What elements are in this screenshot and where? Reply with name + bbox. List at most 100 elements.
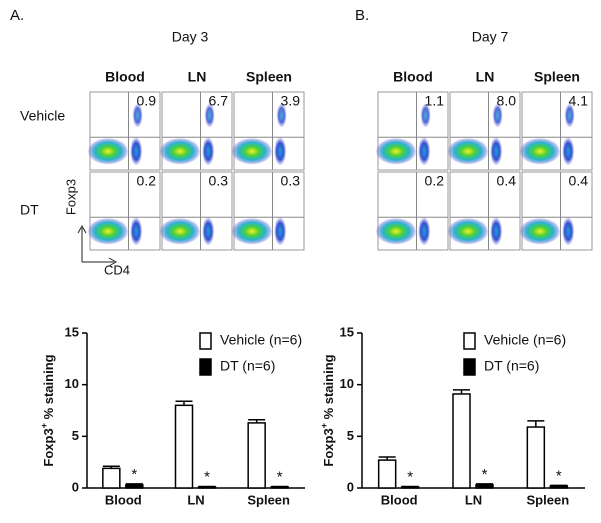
y-axis-label-part: % staining — [41, 354, 56, 423]
bar — [174, 404, 194, 489]
y-tick-label: 5 — [347, 428, 354, 443]
column-header: Spleen — [246, 69, 292, 85]
significance: * — [407, 468, 413, 485]
legend-swatch — [463, 358, 476, 376]
panel-title: Day 3 — [172, 29, 209, 45]
error-bar — [102, 465, 120, 469]
population-neg — [520, 218, 560, 245]
x-tick-label: Blood — [381, 492, 418, 507]
population-neg — [232, 138, 272, 165]
x-tick-label: LN — [187, 492, 204, 507]
panel-label: B. — [355, 7, 369, 24]
bar — [102, 467, 121, 489]
gate-percent: 4.1 — [569, 93, 589, 109]
significance: * — [204, 468, 210, 485]
error-bar — [378, 456, 396, 461]
legend-swatch — [199, 358, 212, 376]
population-cd4 — [202, 217, 215, 246]
y-axis-label-part: + — [39, 423, 49, 428]
y-tick-label: 0 — [72, 479, 79, 494]
y-axis-label-part: % staining — [321, 354, 336, 423]
population-neg — [448, 138, 488, 165]
gate-percent: 0.3 — [281, 173, 301, 189]
panel-title: Day 7 — [472, 29, 509, 45]
y-tick-label: 10 — [340, 376, 354, 391]
gate-percent: 6.7 — [209, 93, 229, 109]
legend-label: Vehicle (n=6) — [220, 332, 302, 348]
y-tick-label: 15 — [65, 324, 79, 339]
axis-label-y: Foxp3 — [63, 179, 78, 215]
population-neg — [520, 138, 560, 165]
x-tick-label: Spleen — [247, 492, 290, 507]
gate-percent: 1.1 — [425, 93, 445, 109]
flow-plot: 0.4 — [520, 171, 593, 251]
error-bar — [175, 400, 193, 406]
y-tick-label: 15 — [340, 324, 354, 339]
population-neg — [376, 138, 416, 165]
error-bar — [476, 483, 493, 485]
population-treg — [492, 103, 503, 128]
y-tick-label: 5 — [72, 428, 79, 443]
bar — [475, 484, 494, 489]
gate-percent: 0.3 — [209, 173, 229, 189]
panel-label: A. — [10, 7, 24, 24]
population-neg — [88, 138, 128, 165]
y-axis-label: Foxp3+ % staining — [39, 354, 56, 466]
population-neg — [448, 218, 488, 245]
population-cd4 — [202, 137, 215, 166]
gate-percent: 3.9 — [281, 93, 301, 109]
error-bar — [125, 483, 143, 485]
population-cd4 — [490, 137, 503, 166]
population-cd4 — [562, 137, 575, 166]
gate-percent: 0.2 — [137, 173, 157, 189]
population-neg — [160, 138, 200, 165]
bar — [377, 459, 397, 489]
population-treg — [564, 103, 575, 128]
bar — [549, 485, 569, 489]
population-treg — [132, 103, 143, 128]
y-axis-label-part: + — [319, 423, 329, 428]
significance: * — [482, 466, 488, 483]
flow-plot: 0.9 — [88, 91, 161, 171]
population-neg — [160, 218, 200, 245]
population-treg — [204, 103, 215, 128]
column-header: Spleen — [534, 69, 580, 85]
axis-label-x: CD4 — [104, 262, 130, 277]
gate-percent: 0.4 — [569, 173, 589, 189]
gate-percent: 0.4 — [497, 173, 517, 189]
y-tick-label: 0 — [347, 479, 354, 494]
x-tick-label: LN — [465, 492, 482, 507]
flow-plot: 3.9 — [232, 91, 305, 171]
population-neg — [232, 218, 272, 245]
flow-plot: 0.4 — [448, 171, 521, 251]
bar — [247, 422, 266, 489]
error-bar — [550, 484, 568, 487]
y-axis-label-part: Foxp3 — [41, 428, 56, 466]
significance: * — [556, 467, 562, 484]
y-axis-label: Foxp3+ % staining — [319, 354, 336, 466]
row-label: DT — [20, 202, 39, 218]
population-treg — [420, 103, 431, 128]
row-label: Vehicle — [20, 108, 65, 124]
flow-plot: 4.1 — [520, 91, 593, 171]
legend-swatch — [199, 332, 212, 350]
population-cd4 — [274, 217, 287, 246]
population-cd4 — [130, 137, 143, 166]
column-header: Blood — [105, 69, 145, 85]
legend-label: DT (n=6) — [220, 358, 275, 374]
legend-label: Vehicle (n=6) — [484, 332, 566, 348]
flow-plot: 0.3 — [232, 171, 305, 251]
bar — [452, 393, 471, 489]
population-cd4 — [130, 217, 143, 246]
column-header: LN — [476, 69, 495, 85]
significance: * — [277, 468, 283, 485]
error-bar — [401, 485, 419, 488]
error-bar — [248, 419, 266, 423]
error-bar — [271, 485, 289, 488]
y-axis-label-part: Foxp3 — [321, 428, 336, 466]
population-cd4 — [274, 137, 287, 166]
population-treg — [276, 103, 287, 128]
flow-plot: 8.0 — [448, 91, 521, 171]
x-tick-label: Spleen — [527, 492, 570, 507]
